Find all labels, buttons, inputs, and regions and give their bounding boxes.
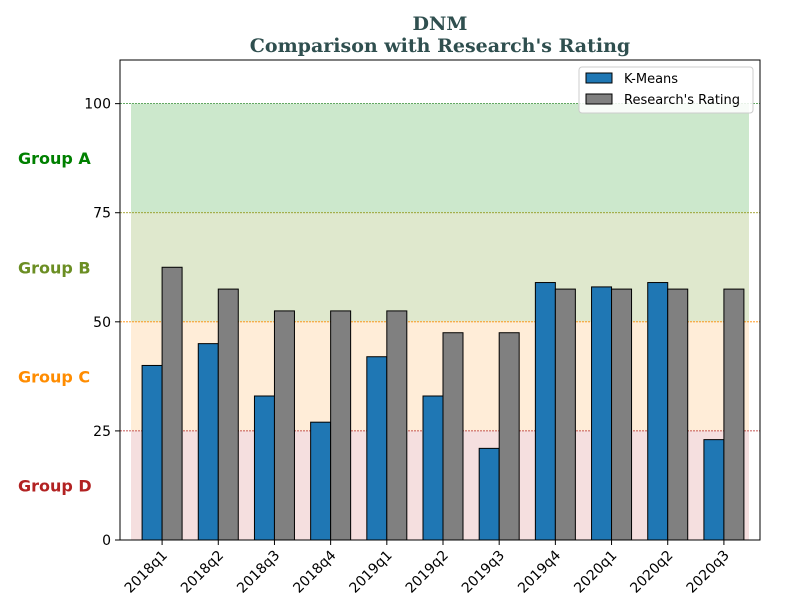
bar-research-2019q4: [554, 288, 576, 541]
bar-kmeans-2020q2: [647, 282, 669, 541]
legend: K-Means Research's Rating: [578, 66, 754, 114]
bar-research-2018q1: [161, 266, 183, 541]
bar-kmeans-2020q3: [703, 439, 725, 541]
bar-kmeans-2020q1: [591, 286, 613, 541]
y-tick-label-75: 75: [93, 206, 111, 222]
x-tick-label-2019q1: 2019q1: [347, 548, 396, 597]
x-tick-label-2018q3: 2018q3: [234, 548, 283, 597]
x-tick-label-2019q3: 2019q3: [459, 548, 508, 597]
group-label-2: Group B: [18, 258, 91, 277]
x-tick-label-2018q1: 2018q1: [122, 548, 171, 597]
plot-frame: [119, 59, 761, 541]
legend-swatch-2: [585, 93, 613, 105]
legend-label-2: Research's Rating: [624, 93, 740, 108]
group-label-4: Group D: [18, 476, 92, 495]
legend-label-1: K-Means: [624, 72, 678, 87]
x-tick-label-2020q3: 2020q3: [684, 548, 733, 597]
bar-kmeans-2019q4: [534, 282, 556, 541]
x-tick-label-2018q2: 2018q2: [178, 548, 227, 597]
bar-kmeans-2018q3: [253, 395, 275, 541]
bar-research-2018q3: [273, 310, 295, 541]
bar-research-2020q3: [723, 288, 745, 541]
bar-research-2020q2: [667, 288, 689, 541]
bar-research-2018q4: [330, 310, 352, 541]
legend-box: [578, 66, 754, 114]
group-label-3: Group C: [18, 367, 90, 386]
group-labels: Group A Group B Group C Group D: [18, 149, 92, 495]
chart-subtitle: Comparison with Research's Rating: [250, 35, 630, 57]
y-axis: 0 25 50 75 100: [84, 97, 120, 549]
x-tick-label-2019q2: 2019q2: [403, 548, 452, 597]
x-tick-label-2020q2: 2020q2: [627, 548, 676, 597]
bar-research-2019q1: [386, 310, 408, 541]
bar-research-2019q3: [498, 332, 520, 541]
bar-kmeans-2018q4: [310, 421, 332, 541]
y-tick-label-100: 100: [84, 97, 111, 113]
band-1: [131, 103, 749, 213]
legend-swatch-1: [585, 72, 613, 84]
bar-kmeans-2019q1: [366, 356, 388, 541]
bar-kmeans-2019q2: [422, 395, 444, 541]
x-tick-label-2019q4: 2019q4: [515, 547, 564, 596]
chart-title: DNM: [413, 13, 468, 35]
bar-research-2020q1: [611, 288, 633, 541]
bar-research-2019q2: [442, 332, 464, 541]
bars: [141, 266, 745, 541]
bar-kmeans-2018q1: [141, 364, 163, 541]
y-tick-label-50: 50: [93, 315, 111, 331]
group-label-1: Group A: [18, 149, 91, 168]
x-tick-label-2018q4: 2018q4: [290, 547, 339, 596]
bar-research-2018q2: [217, 288, 239, 541]
x-axis: 2018q1 2018q2 2018q3 2018q4 2019q1 2019q2 2019…: [122, 540, 733, 597]
y-tick-label-0: 0: [102, 533, 111, 549]
bar-kmeans-2019q3: [478, 447, 500, 541]
bar-kmeans-2018q2: [197, 343, 219, 541]
x-tick-label-2020q1: 2020q1: [571, 548, 620, 597]
y-tick-label-25: 25: [93, 424, 111, 440]
